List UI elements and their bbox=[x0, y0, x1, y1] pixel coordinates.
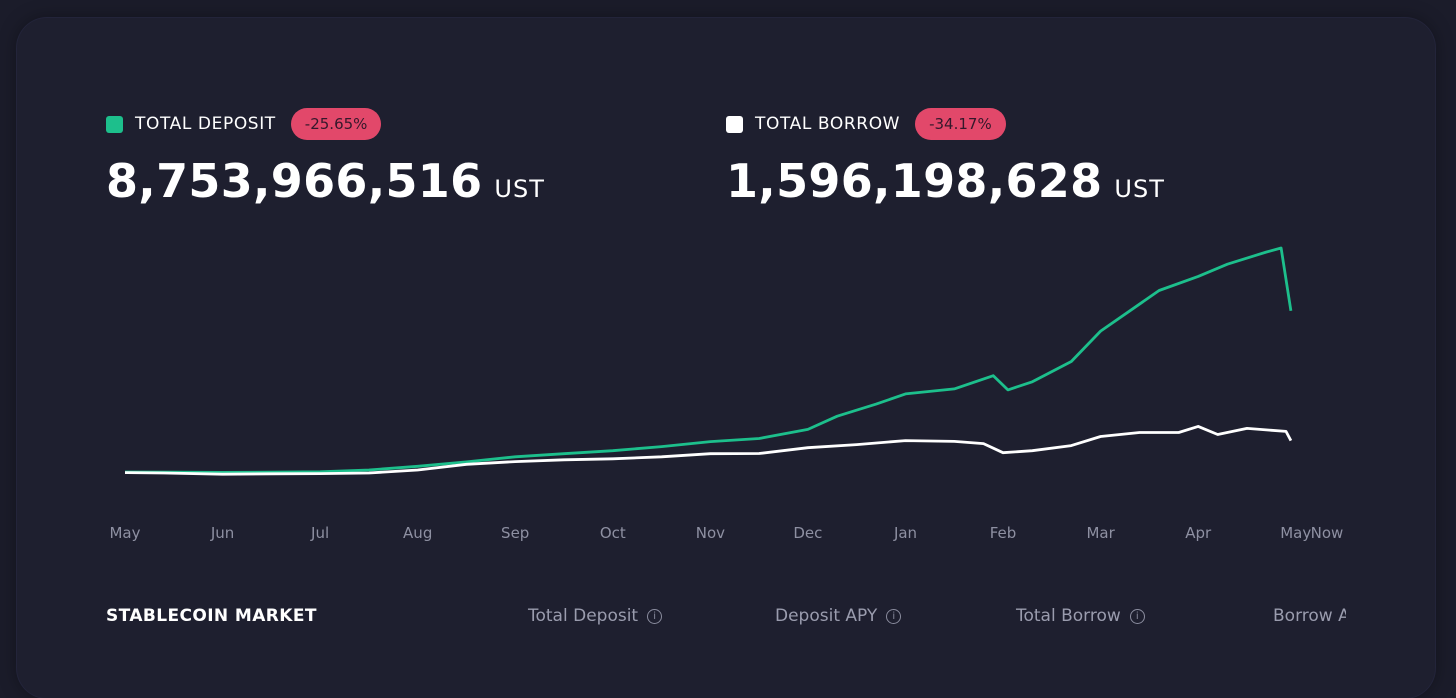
x-axis-ticks: May Jun Jul Aug Sep Oct Nov Dec Jan Feb Mar Apr May N… bbox=[109, 524, 1343, 542]
deposit-change-badge: -25.65% bbox=[290, 108, 382, 140]
market-title: STABLECOIN MARKET bbox=[106, 606, 317, 626]
x-tick-label: Jul bbox=[310, 524, 329, 542]
info-icon[interactable]: i bbox=[886, 608, 902, 624]
x-tick-label: Now bbox=[1311, 524, 1344, 542]
series-line-total-borrow bbox=[124, 425, 1293, 476]
series-layer bbox=[124, 246, 1293, 476]
borrow-legend: TOTAL BORROW -34.17% bbox=[726, 108, 1165, 140]
deposit-label: TOTAL DEPOSIT bbox=[135, 114, 276, 134]
info-icon[interactable]: i bbox=[647, 608, 663, 624]
x-tick-label: Apr bbox=[1185, 524, 1212, 542]
x-tick-label: Nov bbox=[696, 524, 725, 542]
col-deposit-apy-label: Deposit APY bbox=[775, 606, 878, 626]
total-deposit-stat: TOTAL DEPOSIT -25.65% 8,753,966,516 UST bbox=[106, 108, 545, 208]
borrow-value: 1,596,198,628 bbox=[726, 154, 1103, 208]
borrow-color-swatch bbox=[726, 115, 743, 133]
borrow-unit: UST bbox=[1114, 175, 1165, 203]
series-line-total-deposit bbox=[124, 246, 1293, 474]
borrow-change-badge: -34.17% bbox=[915, 108, 1006, 140]
col-total-borrow[interactable]: Total Borrow i bbox=[1016, 606, 1145, 626]
deposit-value: 8,753,966,516 bbox=[106, 154, 483, 208]
x-tick-label: Jan bbox=[893, 524, 917, 542]
x-tick-label: Oct bbox=[600, 524, 626, 542]
col-deposit-apy[interactable]: Deposit APY i bbox=[775, 606, 902, 626]
x-tick-label: May bbox=[109, 524, 140, 542]
x-tick-label: Sep bbox=[501, 524, 529, 542]
col-total-deposit[interactable]: Total Deposit i bbox=[528, 606, 663, 626]
x-tick-label: Dec bbox=[793, 524, 822, 542]
total-borrow-stat: TOTAL BORROW -34.17% 1,596,198,628 UST bbox=[726, 108, 1165, 208]
x-tick-label: Jun bbox=[210, 524, 234, 542]
col-borrow-apy-label: Borrow APY bbox=[1273, 606, 1346, 626]
x-tick-label: Mar bbox=[1086, 524, 1115, 542]
deposit-color-swatch bbox=[106, 115, 123, 133]
col-borrow-apy[interactable]: Borrow APY bbox=[1273, 606, 1346, 626]
deposit-legend: TOTAL DEPOSIT -25.65% bbox=[106, 108, 545, 140]
col-total-deposit-label: Total Deposit bbox=[528, 606, 639, 626]
x-tick-label: Aug bbox=[403, 524, 432, 542]
borrow-label: TOTAL BORROW bbox=[755, 114, 901, 134]
info-icon[interactable]: i bbox=[1129, 608, 1145, 624]
stablecoin-market-header: STABLECOIN MARKET Total Deposit i Deposi… bbox=[0, 606, 1456, 630]
x-tick-label: May bbox=[1280, 524, 1311, 542]
x-tick-label: Feb bbox=[990, 524, 1017, 542]
deposit-borrow-line-chart: May Jun Jul Aug Sep Oct Nov Dec Jan Feb Mar Apr May N… bbox=[109, 246, 1343, 542]
col-total-borrow-label: Total Borrow bbox=[1016, 606, 1121, 626]
deposit-unit: UST bbox=[494, 175, 545, 203]
